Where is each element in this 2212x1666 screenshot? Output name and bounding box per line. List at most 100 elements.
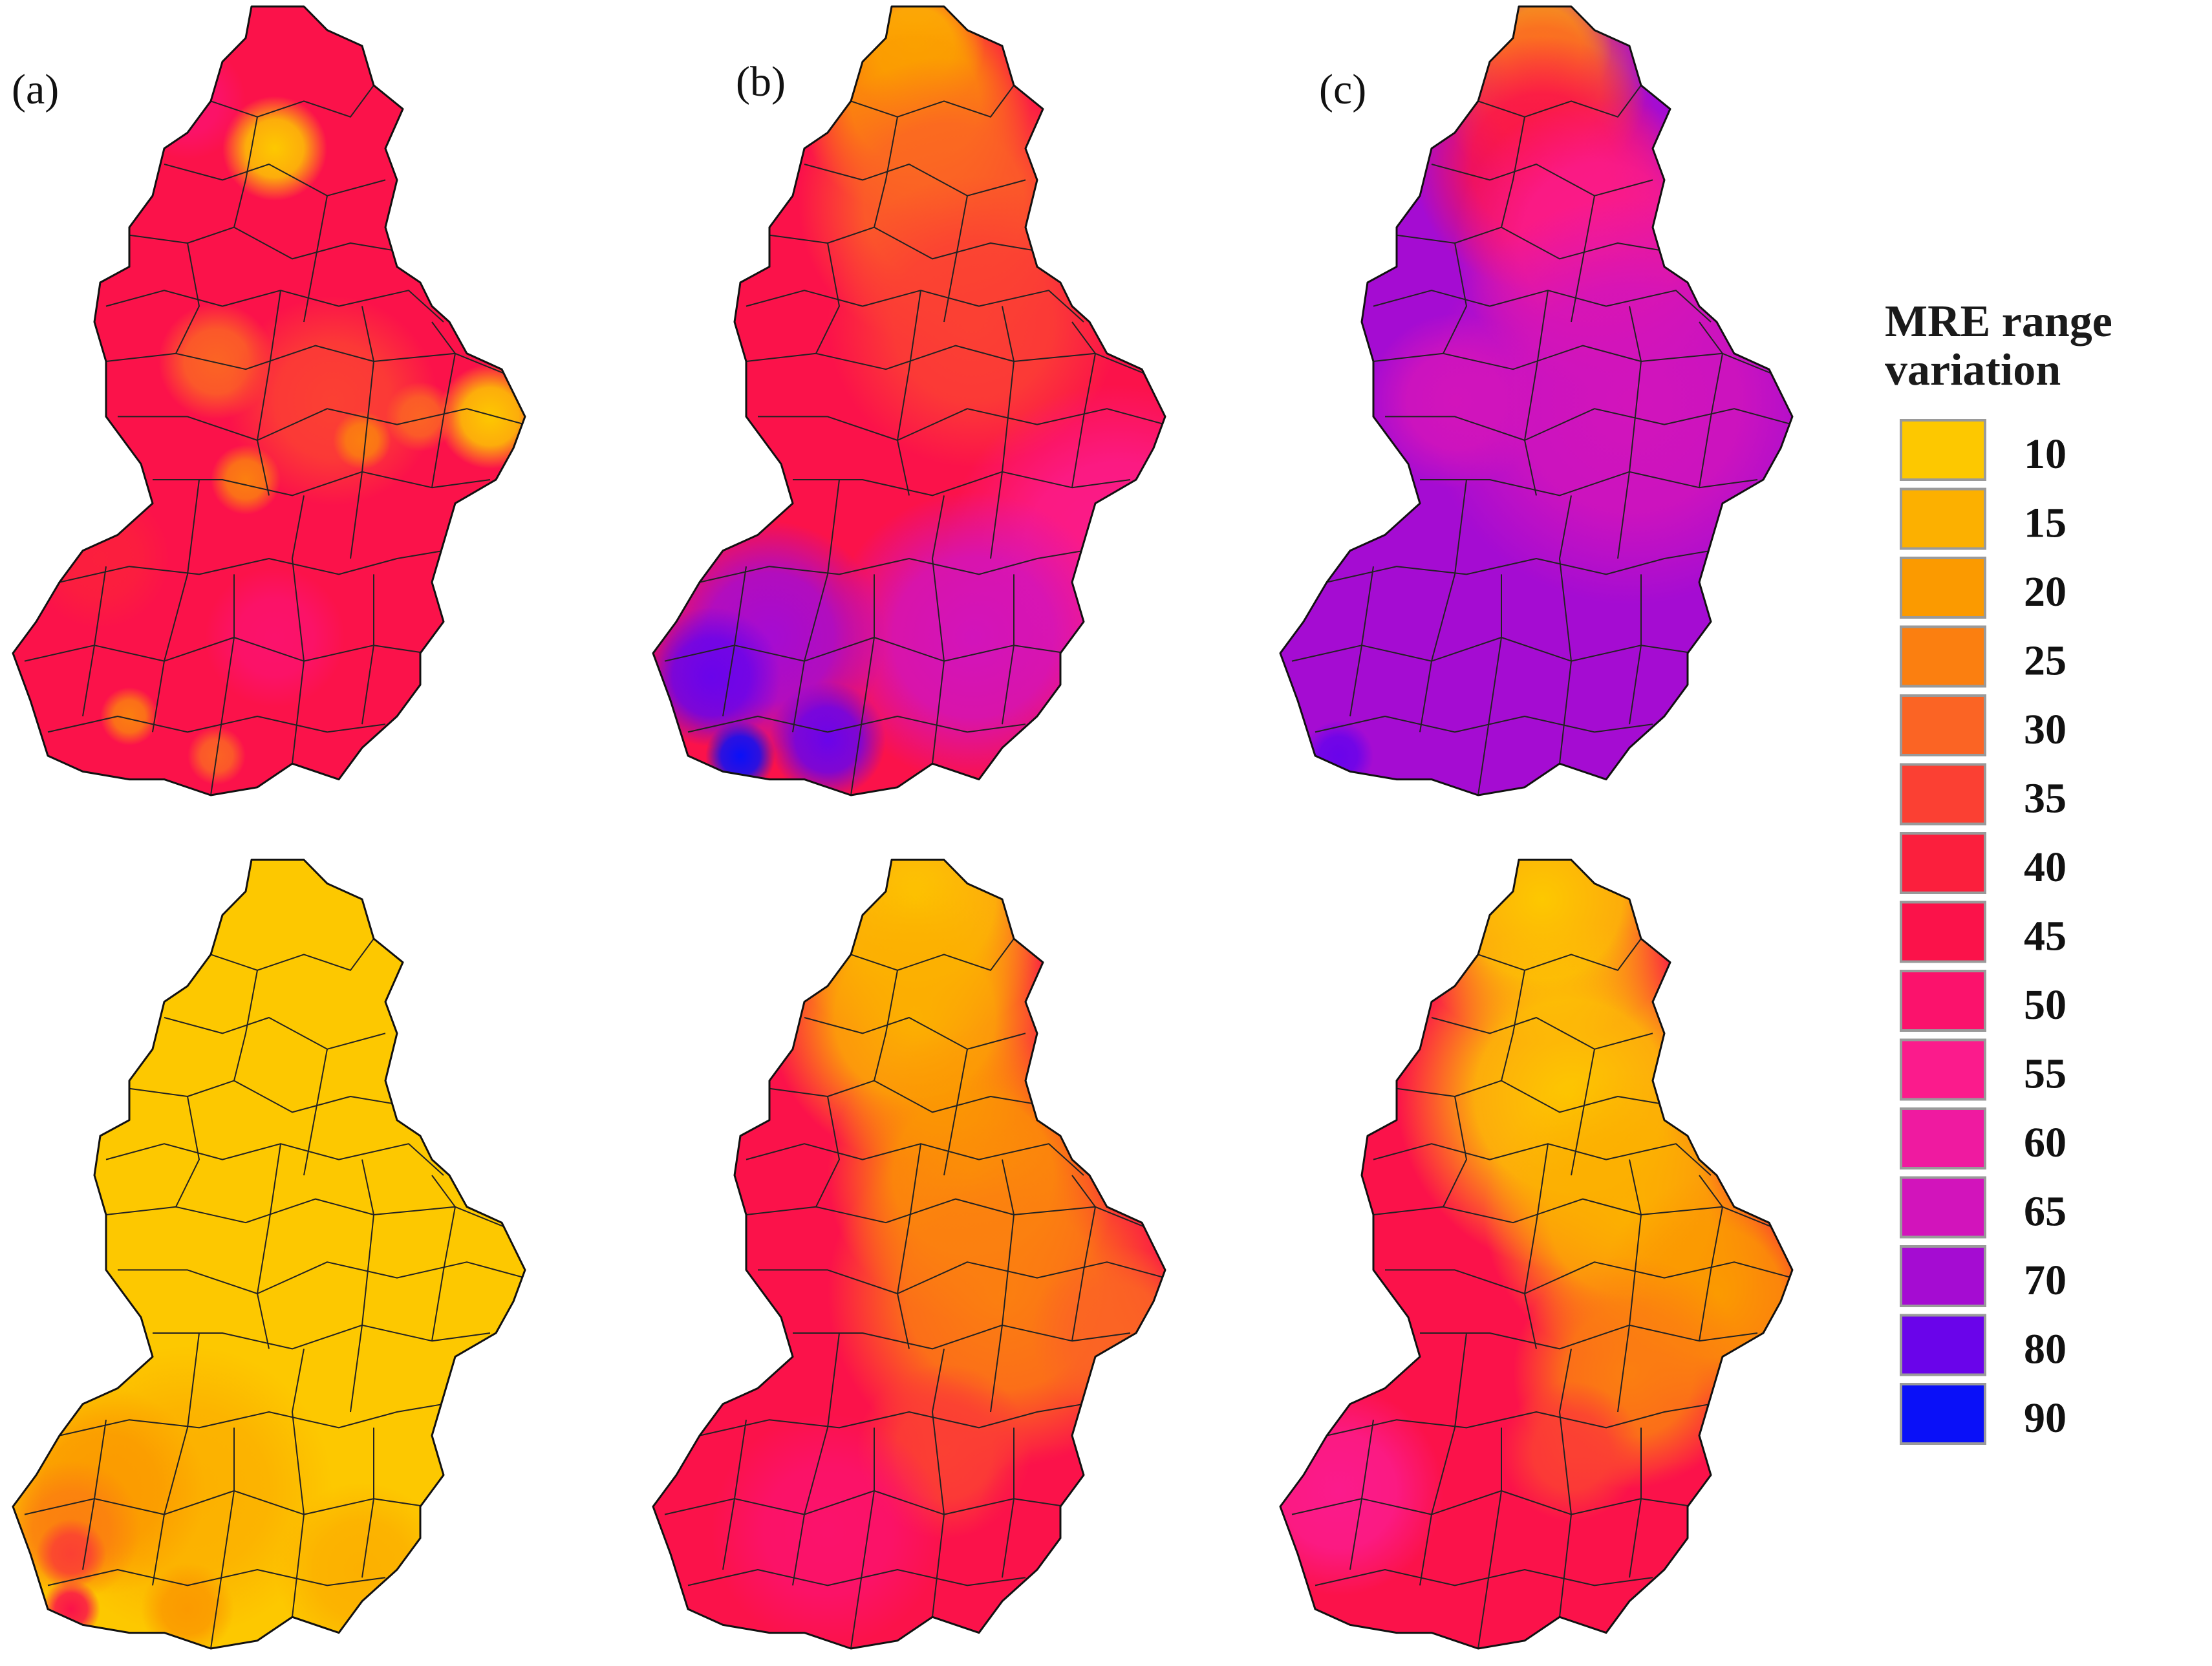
basin-outline <box>1279 859 1794 1650</box>
subbasin-boundary <box>1385 1261 1792 1294</box>
subbasin-boundary <box>1326 1403 1712 1436</box>
legend-value-30: 30 <box>2024 706 2067 753</box>
subbasin-boundary <box>1002 1427 1015 1578</box>
legend-swatch-80 <box>1900 1314 1986 1376</box>
subbasin-boundary <box>874 116 898 228</box>
subbasin-boundary <box>361 574 374 725</box>
legend-value-20: 20 <box>2024 568 2067 615</box>
map-color-zone <box>205 568 345 707</box>
subbasin-boundary <box>932 495 945 764</box>
legend-swatch-65 <box>1900 1176 1986 1239</box>
subbasin-boundary <box>1559 495 1572 764</box>
map-top-a <box>12 5 526 796</box>
subbasin-boundary <box>1477 85 1642 118</box>
subbasin-boundary <box>699 550 1084 583</box>
map-fill <box>653 6 1165 795</box>
subbasin-boundary <box>175 242 200 354</box>
subbasin-boundary <box>1443 1096 1467 1208</box>
subbasin-boundary <box>1617 1159 1642 1413</box>
subbasin-boundary <box>687 1569 1026 1586</box>
subbasin-boundary <box>722 1420 747 1570</box>
map-color-zone <box>42 1580 100 1638</box>
legend-value-60: 60 <box>2024 1119 2067 1166</box>
subbasin-boundary <box>943 1049 968 1176</box>
subbasin-boundary <box>129 226 398 260</box>
subbasin-boundary <box>815 1096 840 1208</box>
subbasin-boundary <box>118 408 525 441</box>
map-bottom-a <box>12 859 526 1650</box>
panel-label-b: (b) <box>736 58 786 105</box>
subbasin-boundary <box>1419 479 1467 732</box>
legend-value-80: 80 <box>2024 1326 2067 1373</box>
subbasin-boundary <box>815 242 840 354</box>
map-bottom-c <box>1279 859 1794 1650</box>
subbasin-boundary <box>153 1324 491 1350</box>
subbasin-boundary <box>1420 1324 1758 1350</box>
map-color-zone <box>211 445 281 515</box>
map-color-zone <box>1368 314 1542 488</box>
legend-swatch-45 <box>1900 901 1986 963</box>
legend-value-90: 90 <box>2024 1394 2067 1442</box>
subbasin-boundary <box>758 408 1165 441</box>
legend-value-10: 10 <box>2024 431 2067 478</box>
legend-value-55: 55 <box>2024 1051 2067 1098</box>
subbasin-boundary <box>210 1427 235 1649</box>
map-color-zone <box>653 607 781 747</box>
subbasin-boundary <box>722 566 747 717</box>
subbasin-boundary <box>210 85 374 118</box>
subbasin-boundary <box>152 1332 200 1586</box>
map-color-zone <box>705 721 775 791</box>
basin-outline <box>12 5 526 796</box>
subbasin-boundary <box>874 970 898 1081</box>
basin-outline <box>652 5 1166 796</box>
subbasin-boundary <box>303 195 328 323</box>
map-color-zone <box>1775 608 1792 667</box>
subbasin-boundary <box>1629 574 1642 725</box>
subbasin-boundary <box>129 1080 398 1113</box>
subbasin-boundary <box>850 1427 875 1649</box>
subbasin-boundary <box>792 1332 840 1586</box>
map-fill <box>13 860 525 1649</box>
map-color-zone <box>141 1563 234 1649</box>
subbasin-boundary <box>1396 1080 1665 1113</box>
basin-outline <box>12 859 526 1650</box>
legend: MRE range variation 10 15 20 25 30 35 40 45 50 55… <box>1885 297 2112 1445</box>
subbasin-boundary <box>152 479 200 732</box>
subbasin-boundary <box>1396 226 1665 260</box>
legend-swatch-70 <box>1900 1245 1986 1307</box>
subbasin-boundary <box>210 574 235 795</box>
legend-swatch-40 <box>1900 832 1986 894</box>
subbasin-boundary <box>1419 1332 1467 1586</box>
map-color-zone <box>769 681 886 795</box>
map-color-zone <box>711 1414 944 1647</box>
subbasin-boundary <box>1617 306 1642 559</box>
subbasin-boundary <box>82 1420 107 1570</box>
subbasin-boundary <box>59 1403 444 1436</box>
subbasin-boundary <box>769 226 1038 260</box>
basin-outline <box>1279 5 1794 796</box>
subbasin-boundary <box>175 1096 200 1208</box>
map-bottom-b <box>652 859 1166 1650</box>
subbasin-boundary <box>47 716 386 733</box>
legend-value-40: 40 <box>2024 844 2067 891</box>
basin-outline <box>652 859 1166 1650</box>
map-color-zone <box>385 381 455 452</box>
subbasin-boundary <box>1431 1017 1653 1050</box>
subbasin-boundary <box>1571 195 1595 323</box>
subbasin-boundary <box>1524 1144 1549 1349</box>
subbasin-boundary <box>897 1144 921 1349</box>
map-color-zone <box>100 687 158 745</box>
map-color-zone <box>129 43 246 160</box>
map-fill <box>1280 6 1792 795</box>
subbasin-boundary <box>1385 408 1792 441</box>
panel-label-a: (a) <box>12 66 59 113</box>
subbasin-boundary <box>1420 471 1758 497</box>
subbasin-boundary <box>47 1569 386 1586</box>
subbasin-boundary <box>1699 1175 1723 1341</box>
legend-swatch-90 <box>1900 1383 1986 1445</box>
legend-items: 10 15 20 25 30 35 40 45 50 55 60 65 70 80 90 <box>1900 419 2067 1445</box>
map-color-zone <box>275 1482 449 1649</box>
legend-swatch-25 <box>1900 625 1986 688</box>
legend-swatch-55 <box>1900 1038 1986 1101</box>
